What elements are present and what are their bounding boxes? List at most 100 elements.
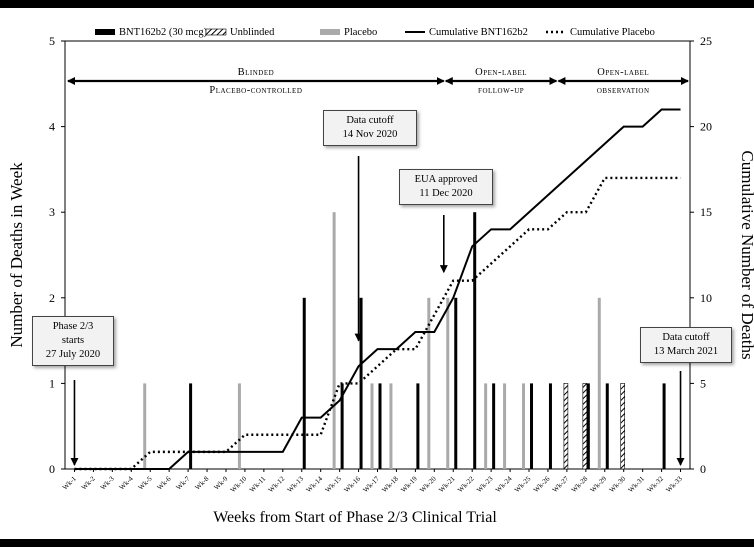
annotation-eua-approved-line2: 11 Dec 2020 xyxy=(419,188,473,199)
x-tick-label: Wk-18 xyxy=(380,474,400,494)
bar-bnt162b2 xyxy=(586,383,590,469)
x-tick-label: Wk-29 xyxy=(589,474,609,494)
x-tick-label: Wk-8 xyxy=(194,474,211,491)
bar-placebo xyxy=(597,297,601,469)
x-tick-label: Wk-16 xyxy=(343,474,363,494)
bar-bnt162b2 xyxy=(340,383,344,469)
x-tick-label: Wk-19 xyxy=(399,474,419,494)
bar-bnt162b2 xyxy=(473,212,477,469)
bar-unblinded xyxy=(620,383,626,470)
x-tick-label: Wk-12 xyxy=(267,474,287,494)
y2-tick-label: 10 xyxy=(700,291,712,305)
legend-cumulative-placebo-label: Cumulative Placebo xyxy=(570,27,655,38)
legend-placebo-swatch xyxy=(320,29,340,35)
x-tick-label: Wk-26 xyxy=(532,474,552,494)
legend-cumulative-bnt162b2-label: Cumulative BNT162b2 xyxy=(429,27,528,38)
annotation-data-cutoff-march-line2: 13 March 2021 xyxy=(653,346,719,357)
x-tick-label: Wk-25 xyxy=(513,474,533,494)
bar-placebo xyxy=(522,383,526,469)
x-tick-label: Wk-28 xyxy=(570,474,590,494)
x-tick-label: Wk-10 xyxy=(229,474,249,494)
x-tick-label: Wk-31 xyxy=(627,474,647,494)
bar-placebo xyxy=(389,383,393,469)
x-tick-label: Wk-4 xyxy=(118,474,135,491)
bar-bnt162b2 xyxy=(492,383,496,469)
y-tick-label: 2 xyxy=(49,291,55,305)
bar-bnt162b2 xyxy=(605,383,609,469)
legend-bnt162b2-swatch xyxy=(95,29,115,35)
annotation-eua-approved-line1: EUA approved xyxy=(414,174,478,185)
y2-tick-label: 0 xyxy=(700,462,706,476)
bar-bnt162b2 xyxy=(454,297,458,469)
x-tick-label: Wk-6 xyxy=(156,474,173,491)
legend-placebo-label: Placebo xyxy=(344,27,377,38)
phase-label-line2: Placebo-controlled xyxy=(209,85,302,96)
bar-placebo xyxy=(332,212,336,469)
legend-bnt162b2-label: BNT162b2 (30 mcg) xyxy=(119,27,208,38)
phase-label-line1: Open-label xyxy=(597,67,649,78)
bar-bnt162b2 xyxy=(548,383,552,469)
y2-tick-label: 5 xyxy=(700,376,706,390)
bar-placebo xyxy=(237,383,241,469)
bar-placebo xyxy=(143,383,147,469)
plot-area xyxy=(64,40,691,470)
bar-bnt162b2 xyxy=(662,383,666,469)
x-tick-label: Wk-22 xyxy=(456,474,476,494)
bar-placebo xyxy=(370,383,374,469)
phase-label-line1: Open-label xyxy=(475,67,527,78)
annotation-data-cutoff-nov-line1: Data cutoff xyxy=(346,115,394,126)
x-tick-label: Wk-7 xyxy=(175,474,192,491)
x-tick-label: Wk-14 xyxy=(305,474,325,494)
y2-axis-title: Cumulative Number of Deaths xyxy=(738,150,754,359)
x-tick-label: Wk-30 xyxy=(608,474,628,494)
bar-unblinded xyxy=(582,383,588,470)
annotation-phase-start: Phase 2/3 starts 27 July 2020 xyxy=(32,316,114,366)
bar-placebo xyxy=(427,297,431,469)
x-tick-label: Wk-11 xyxy=(248,474,268,494)
bar-bnt162b2 xyxy=(189,383,193,469)
x-tick-label: Wk-17 xyxy=(362,474,382,494)
x-tick-label: Wk-3 xyxy=(99,474,116,491)
bar-bnt162b2 xyxy=(359,297,363,469)
bar-bnt162b2 xyxy=(416,383,420,469)
x-tick-label: Wk-32 xyxy=(646,474,666,494)
y-tick-label: 3 xyxy=(49,205,55,219)
y-tick-label: 4 xyxy=(49,120,55,134)
line-cumulative-bnt162b2 xyxy=(74,108,681,470)
y-tick-label: 0 xyxy=(49,462,55,476)
annotation-phase-start-line2: starts xyxy=(61,335,85,346)
x-tick-label: Wk-13 xyxy=(286,474,306,494)
y-tick-label: 1 xyxy=(49,376,55,390)
bar-bnt162b2 xyxy=(302,297,306,469)
y-tick-label: 5 xyxy=(49,34,55,48)
bar-bnt162b2 xyxy=(378,383,382,469)
bar-placebo xyxy=(446,297,450,469)
annotation-phase-start-line3: 27 July 2020 xyxy=(45,349,101,360)
x-tick-label: Wk-5 xyxy=(137,474,154,491)
annotation-phase-start-line1: Phase 2/3 xyxy=(52,321,94,332)
bar-placebo xyxy=(503,383,507,469)
y-axis-title: Number of Deaths in Week xyxy=(7,162,26,348)
x-tick-label: Wk-27 xyxy=(551,474,571,494)
legend-unblinded-label: Unblinded xyxy=(230,27,275,38)
bar-placebo xyxy=(484,383,488,469)
phase-label-line2: follow-up xyxy=(478,85,524,96)
x-tick-label: Wk-33 xyxy=(665,474,685,494)
annotation-data-cutoff-nov-line2: 14 Nov 2020 xyxy=(342,129,398,140)
y2-tick-label: 25 xyxy=(700,34,712,48)
chart-svg: 0 1 2 3 4 5 0 5 10 15 20 25 Wk-1 Wk-2 Wk-3 Wk-4 Wk-5 Wk-6… xyxy=(7,27,754,526)
chart-panel: 0 1 2 3 4 5 0 5 10 15 20 25 Wk-1 Wk-2 Wk-3 Wk-4 Wk-5 Wk-6… xyxy=(0,8,754,539)
x-tick-label: Wk-2 xyxy=(80,474,97,491)
x-axis-title: Weeks from Start of Phase 2/3 Clinical T… xyxy=(213,509,497,526)
annotation-eua-approved: EUA approved 11 Dec 2020 xyxy=(399,169,493,205)
bar-bnt162b2 xyxy=(530,383,534,469)
y2-tick-label: 20 xyxy=(700,120,712,134)
x-tick-label: Wk-9 xyxy=(212,474,229,491)
bar-unblinded xyxy=(563,383,569,470)
annotation-data-cutoff-nov: Data cutoff 14 Nov 2020 xyxy=(323,110,417,146)
phase-label-line2: observation xyxy=(597,85,650,96)
y2-tick-label: 15 xyxy=(700,205,712,219)
annotation-data-cutoff-march: Data cutoff 13 March 2021 xyxy=(640,327,732,363)
x-tick-label: Wk-24 xyxy=(494,474,514,494)
